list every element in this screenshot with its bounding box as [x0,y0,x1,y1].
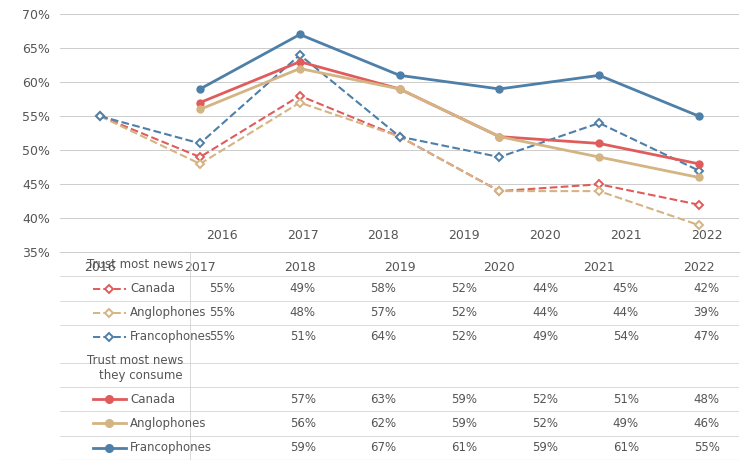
Text: 63%: 63% [370,393,397,406]
Text: Anglophones: Anglophones [130,306,207,319]
Text: Francophones: Francophones [130,441,213,454]
Text: 48%: 48% [290,306,316,319]
Text: 61%: 61% [451,441,477,454]
Text: Canada: Canada [130,393,175,406]
Text: 2017: 2017 [287,229,318,242]
Text: 59%: 59% [532,441,558,454]
Text: 51%: 51% [290,330,316,343]
Text: 55%: 55% [209,330,234,343]
Text: Trust most news: Trust most news [87,258,183,271]
Text: 48%: 48% [694,393,719,406]
Text: 59%: 59% [290,441,316,454]
Text: 39%: 39% [694,306,719,319]
Text: 42%: 42% [694,282,719,295]
Text: 2018: 2018 [368,229,400,242]
Text: 44%: 44% [532,282,558,295]
Text: 2022: 2022 [691,229,722,242]
Text: 2019: 2019 [449,229,480,242]
Text: 57%: 57% [290,393,316,406]
Text: 55%: 55% [209,306,234,319]
Text: 67%: 67% [370,441,397,454]
Text: 52%: 52% [451,330,477,343]
Text: Anglophones: Anglophones [130,417,207,430]
Text: 52%: 52% [532,393,558,406]
Text: 64%: 64% [370,330,397,343]
Text: 52%: 52% [451,306,477,319]
Text: 49%: 49% [613,417,639,430]
Text: Canada: Canada [130,282,175,295]
Text: Francophones: Francophones [130,330,213,343]
Text: Trust most news
they consume: Trust most news they consume [87,354,183,382]
Text: 55%: 55% [209,282,234,295]
Text: 46%: 46% [694,417,719,430]
Text: 52%: 52% [451,282,477,295]
Text: 51%: 51% [613,393,639,406]
Text: 61%: 61% [613,441,639,454]
Text: 54%: 54% [613,330,639,343]
Text: 59%: 59% [451,417,477,430]
Text: 52%: 52% [532,417,558,430]
Text: 44%: 44% [613,306,639,319]
Text: 47%: 47% [694,330,719,343]
Text: 2021: 2021 [610,229,642,242]
Text: 55%: 55% [694,441,719,454]
Text: 49%: 49% [290,282,316,295]
Text: 44%: 44% [532,306,558,319]
Text: 2020: 2020 [529,229,561,242]
Text: 56%: 56% [290,417,316,430]
Text: 49%: 49% [532,330,558,343]
Text: 2016: 2016 [206,229,238,242]
Text: 58%: 58% [370,282,397,295]
Text: 59%: 59% [451,393,477,406]
Text: 45%: 45% [613,282,639,295]
Text: 57%: 57% [370,306,397,319]
Text: 62%: 62% [370,417,397,430]
